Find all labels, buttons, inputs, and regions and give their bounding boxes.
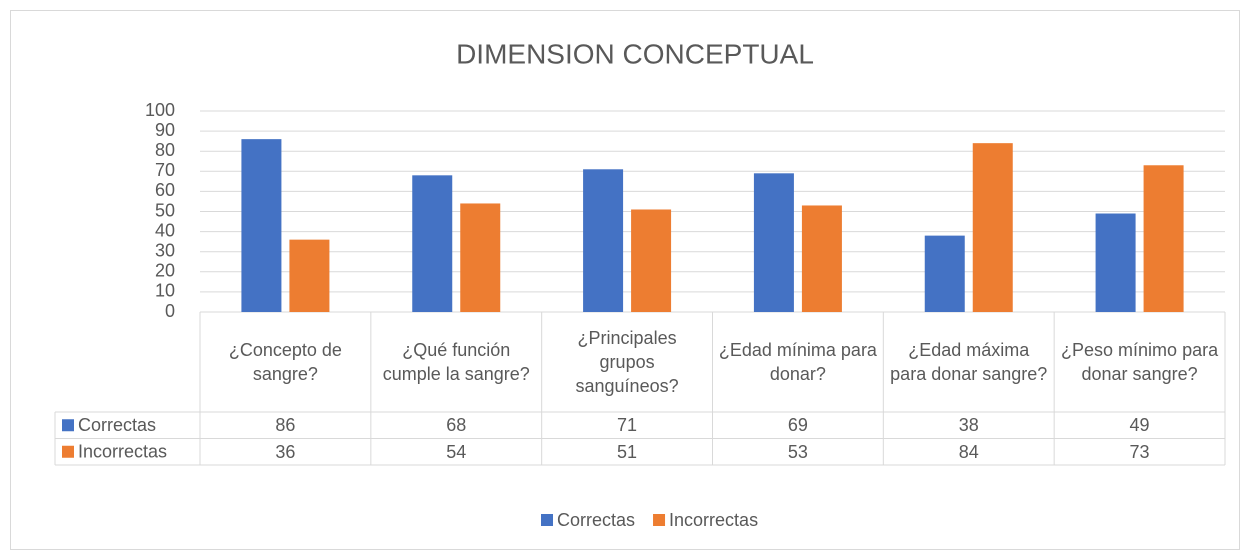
y-tick-label: 70	[155, 160, 175, 180]
y-tick-label: 100	[145, 100, 175, 120]
table-value: 73	[1129, 441, 1150, 462]
table-value: 71	[617, 415, 638, 436]
bar	[241, 139, 282, 312]
bar	[924, 235, 965, 312]
table-value: 84	[958, 441, 979, 462]
table-value: 86	[275, 415, 296, 436]
y-tick-label: 90	[155, 120, 175, 140]
y-tick-label: 40	[155, 220, 175, 240]
table-value: 36	[275, 441, 296, 462]
category-label: ¿Edad mínima para donar?	[718, 340, 877, 384]
legend-key	[653, 514, 666, 526]
legend-key	[62, 419, 74, 432]
table-value: 69	[787, 415, 808, 436]
category-label: ¿Peso mínimo para donar sangre?	[1061, 340, 1219, 384]
table-series-label: Incorrectas	[78, 442, 167, 462]
y-tick-label: 10	[155, 281, 175, 301]
y-tick-label: 80	[155, 140, 175, 160]
bar	[1095, 213, 1136, 312]
y-tick-label: 60	[155, 180, 175, 200]
category-label: ¿Edad máxima para donar sangre?	[890, 340, 1048, 384]
y-tick-label: 30	[155, 240, 175, 260]
table-series-label: Correctas	[78, 415, 156, 435]
chart-title: DIMENSION CONCEPTUAL	[456, 38, 814, 69]
table-value: 68	[446, 415, 467, 436]
table-value: 49	[1129, 415, 1150, 436]
category-label: ¿Principales grupos sanguíneos?	[575, 328, 679, 396]
legend-label: Correctas	[557, 510, 635, 530]
bar	[583, 169, 624, 312]
legend-key	[62, 445, 74, 458]
bar	[460, 203, 501, 312]
bar	[753, 173, 794, 312]
bar	[801, 205, 842, 312]
y-tick-label: 20	[155, 261, 175, 281]
y-tick-label: 50	[155, 200, 175, 220]
bar	[972, 143, 1013, 312]
table-value: 51	[617, 441, 638, 462]
category-label: ¿Concepto de sangre?	[228, 340, 342, 384]
legend-label: Incorrectas	[669, 510, 758, 530]
table-value: 38	[958, 415, 979, 436]
bar	[1143, 165, 1184, 312]
bar	[412, 175, 453, 312]
legend-key	[541, 514, 553, 526]
table-value: 53	[787, 441, 808, 462]
table-value: 54	[446, 441, 467, 462]
y-tick-label: 0	[165, 301, 175, 321]
bar	[631, 209, 672, 312]
category-label: ¿Qué función cumple la sangre?	[382, 340, 530, 384]
bar	[289, 239, 330, 312]
chart-border	[10, 10, 1240, 550]
